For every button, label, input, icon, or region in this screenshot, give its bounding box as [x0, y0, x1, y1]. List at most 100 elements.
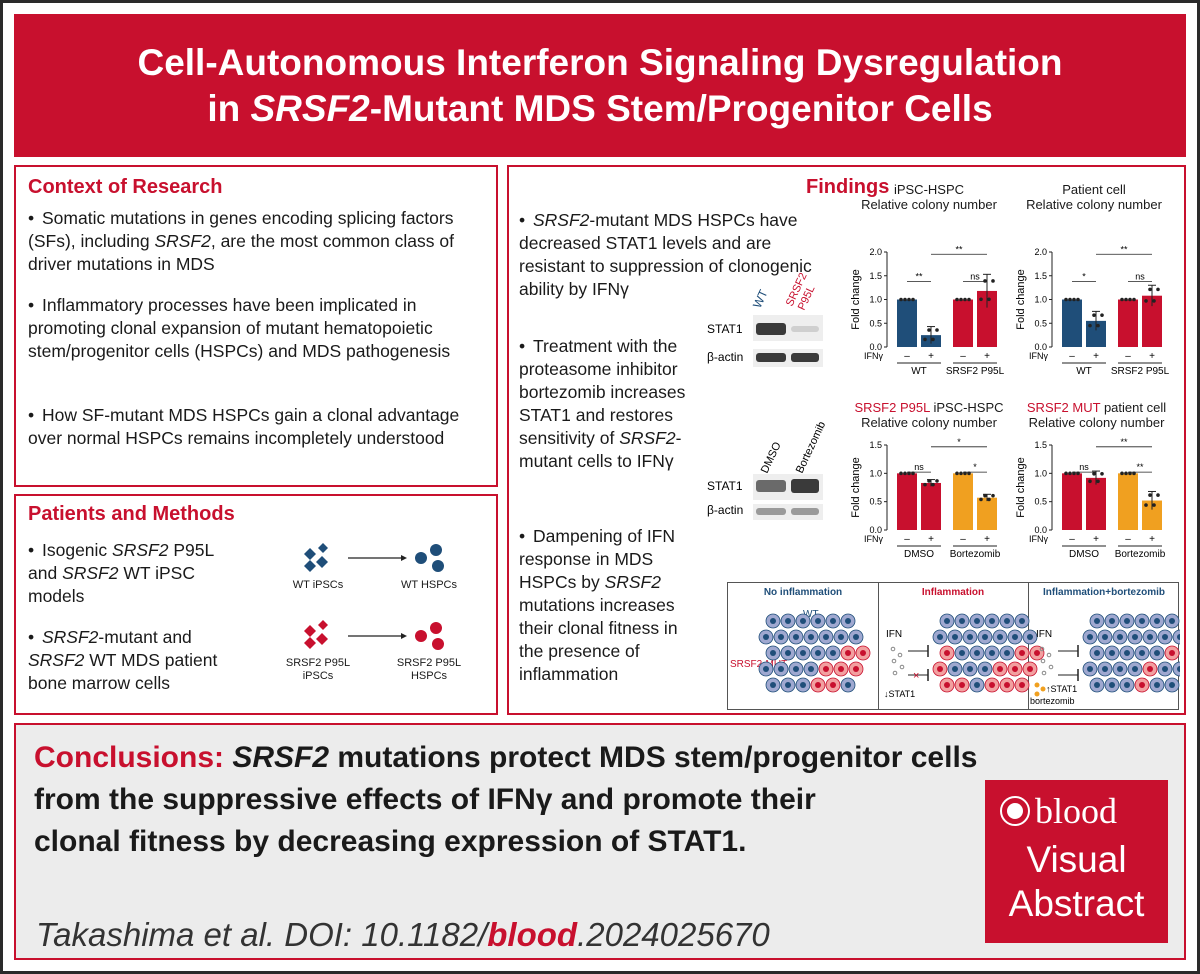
- significance-label: ns: [1079, 462, 1089, 472]
- cell-nucleus: [967, 666, 973, 672]
- y-tick-label: 0.0: [1034, 525, 1047, 535]
- arrow-mut-head: [401, 633, 407, 639]
- western-blot-2: DMSO Bortezomib STAT1 β-actin: [707, 422, 828, 520]
- data-point: [979, 497, 983, 502]
- logo-abstract: Abstract: [1008, 883, 1145, 924]
- y-tick-label: 1.0: [1034, 295, 1047, 305]
- cell-nucleus: [860, 650, 866, 656]
- treatment-label: –: [1069, 534, 1075, 545]
- data-point: [955, 471, 959, 476]
- cell-nucleus: [1094, 650, 1100, 656]
- blot2-band-actin-bort: [791, 508, 819, 515]
- ipsc-model-diagram: WT iPSCs WT HSPCs SRSF2 P95L iPSCs SRSF2…: [286, 543, 461, 682]
- blot1-band-actin-wt: [756, 353, 786, 362]
- group-label: SRSF2 P95L: [946, 366, 1005, 377]
- data-point: [1128, 297, 1132, 302]
- cell-nucleus: [1027, 666, 1033, 672]
- y-axis-label: Fold change: [1015, 269, 1027, 330]
- data-point: [955, 297, 959, 302]
- treatment-label: +: [984, 351, 990, 362]
- y-tick-label: 1.0: [869, 295, 882, 305]
- data-point: [1156, 493, 1160, 497]
- cell-nucleus: [952, 666, 958, 672]
- significance-label: **: [1120, 437, 1128, 447]
- cell-nucleus: [944, 650, 950, 656]
- data-point: [987, 297, 991, 302]
- cell-nucleus: [1109, 682, 1115, 688]
- y-tick-label: 0.5: [869, 497, 882, 507]
- ifn-label: IFNγ: [1029, 534, 1048, 544]
- bar: [1062, 473, 1082, 530]
- findings-heading: Findings: [806, 176, 890, 198]
- data-point: [1156, 287, 1160, 292]
- cell-nucleus: [1177, 666, 1180, 672]
- y-tick-label: 1.0: [1034, 468, 1047, 478]
- cell-nucleus: [1019, 650, 1025, 656]
- inflammation-schematic: No inflammation Inflammation Inflammatio…: [727, 582, 1180, 710]
- cell-nucleus: [1012, 634, 1018, 640]
- cell-nucleus: [967, 634, 973, 640]
- cell-nucleus: [838, 666, 844, 672]
- cell-nucleus: [1034, 650, 1040, 656]
- y-axis-label: Fold change: [850, 457, 862, 518]
- cell-nucleus: [1102, 666, 1108, 672]
- data-point: [927, 479, 931, 483]
- y-axis-label: Fold change: [1015, 457, 1027, 518]
- chart2-title: Patient cell Relative colony number: [1026, 182, 1162, 212]
- y-tick-label: 0.5: [1034, 497, 1047, 507]
- context-bullet-3: • How SF-mutant MDS HSPCs gain a clonal a…: [28, 405, 460, 448]
- data-point: [1064, 471, 1068, 476]
- cell-nucleus: [959, 618, 965, 624]
- data-point: [1124, 297, 1128, 302]
- arrow-wt-head: [401, 555, 407, 561]
- cell-nucleus: [937, 634, 943, 640]
- cell-nucleus: [793, 666, 799, 672]
- cell-nucleus: [1169, 650, 1175, 656]
- panel2-block-x: ×: [913, 670, 919, 682]
- group-label: WT: [911, 366, 927, 377]
- cell-nucleus: [1117, 634, 1123, 640]
- bar: [1142, 500, 1162, 530]
- data-point: [1092, 313, 1096, 317]
- group-label: Bortezomib: [1115, 549, 1166, 560]
- wt-cell: [1172, 661, 1180, 677]
- cell-nucleus: [974, 682, 980, 688]
- y-tick-label: 0.0: [869, 525, 882, 535]
- bar: [1062, 299, 1082, 347]
- bar: [1118, 473, 1138, 530]
- data-point: [1096, 479, 1100, 484]
- y-tick-label: 0.0: [869, 342, 882, 352]
- cell-nucleus: [1124, 650, 1130, 656]
- treatment-label: –: [904, 534, 910, 545]
- blot1-band-actin-mut: [791, 353, 819, 362]
- cell-nucleus: [937, 666, 943, 672]
- blot2-row-stat1: STAT1: [707, 479, 743, 493]
- cell-nucleus: [808, 634, 814, 640]
- chart-patient-cell: Fold change 0.0 0.5 1.0 1.5 2.0 – + – + IFNγ WT SRSF…: [1015, 244, 1170, 377]
- data-point: [963, 297, 967, 302]
- chart3-title: SRSF2 P95L iPSC-HSPC Relative colony num…: [854, 400, 1004, 430]
- significance-label: ns: [1135, 271, 1145, 281]
- ifn-label: IFNγ: [1029, 351, 1048, 361]
- y-tick-label: 1.5: [869, 440, 882, 450]
- finding-2: • Treatment with the proteasome inhibitor…: [519, 336, 686, 471]
- cell-nucleus: [770, 618, 776, 624]
- cell-nucleus: [785, 650, 791, 656]
- data-point: [927, 328, 931, 332]
- ifn-label: IFNγ: [864, 351, 883, 361]
- cell-nucleus: [793, 634, 799, 640]
- significance-label: *: [957, 437, 961, 447]
- bar: [953, 473, 973, 530]
- cell-nucleus: [952, 634, 958, 640]
- data-point: [1068, 471, 1072, 476]
- cell-nucleus: [1147, 634, 1153, 640]
- panel3-stat1-up: ↑STAT1: [1046, 684, 1077, 694]
- cell-nucleus: [982, 634, 988, 640]
- blot2-band-stat1-bort: [791, 479, 819, 493]
- blot1-band-stat1-wt: [756, 323, 786, 335]
- schematic-mut-label: SRSF2-MUT: [730, 659, 787, 670]
- cell-nucleus: [1169, 618, 1175, 624]
- y-tick-label: 1.5: [1034, 440, 1047, 450]
- cell-nucleus: [830, 618, 836, 624]
- mut-ipsc-label-2: iPSCs: [303, 670, 334, 682]
